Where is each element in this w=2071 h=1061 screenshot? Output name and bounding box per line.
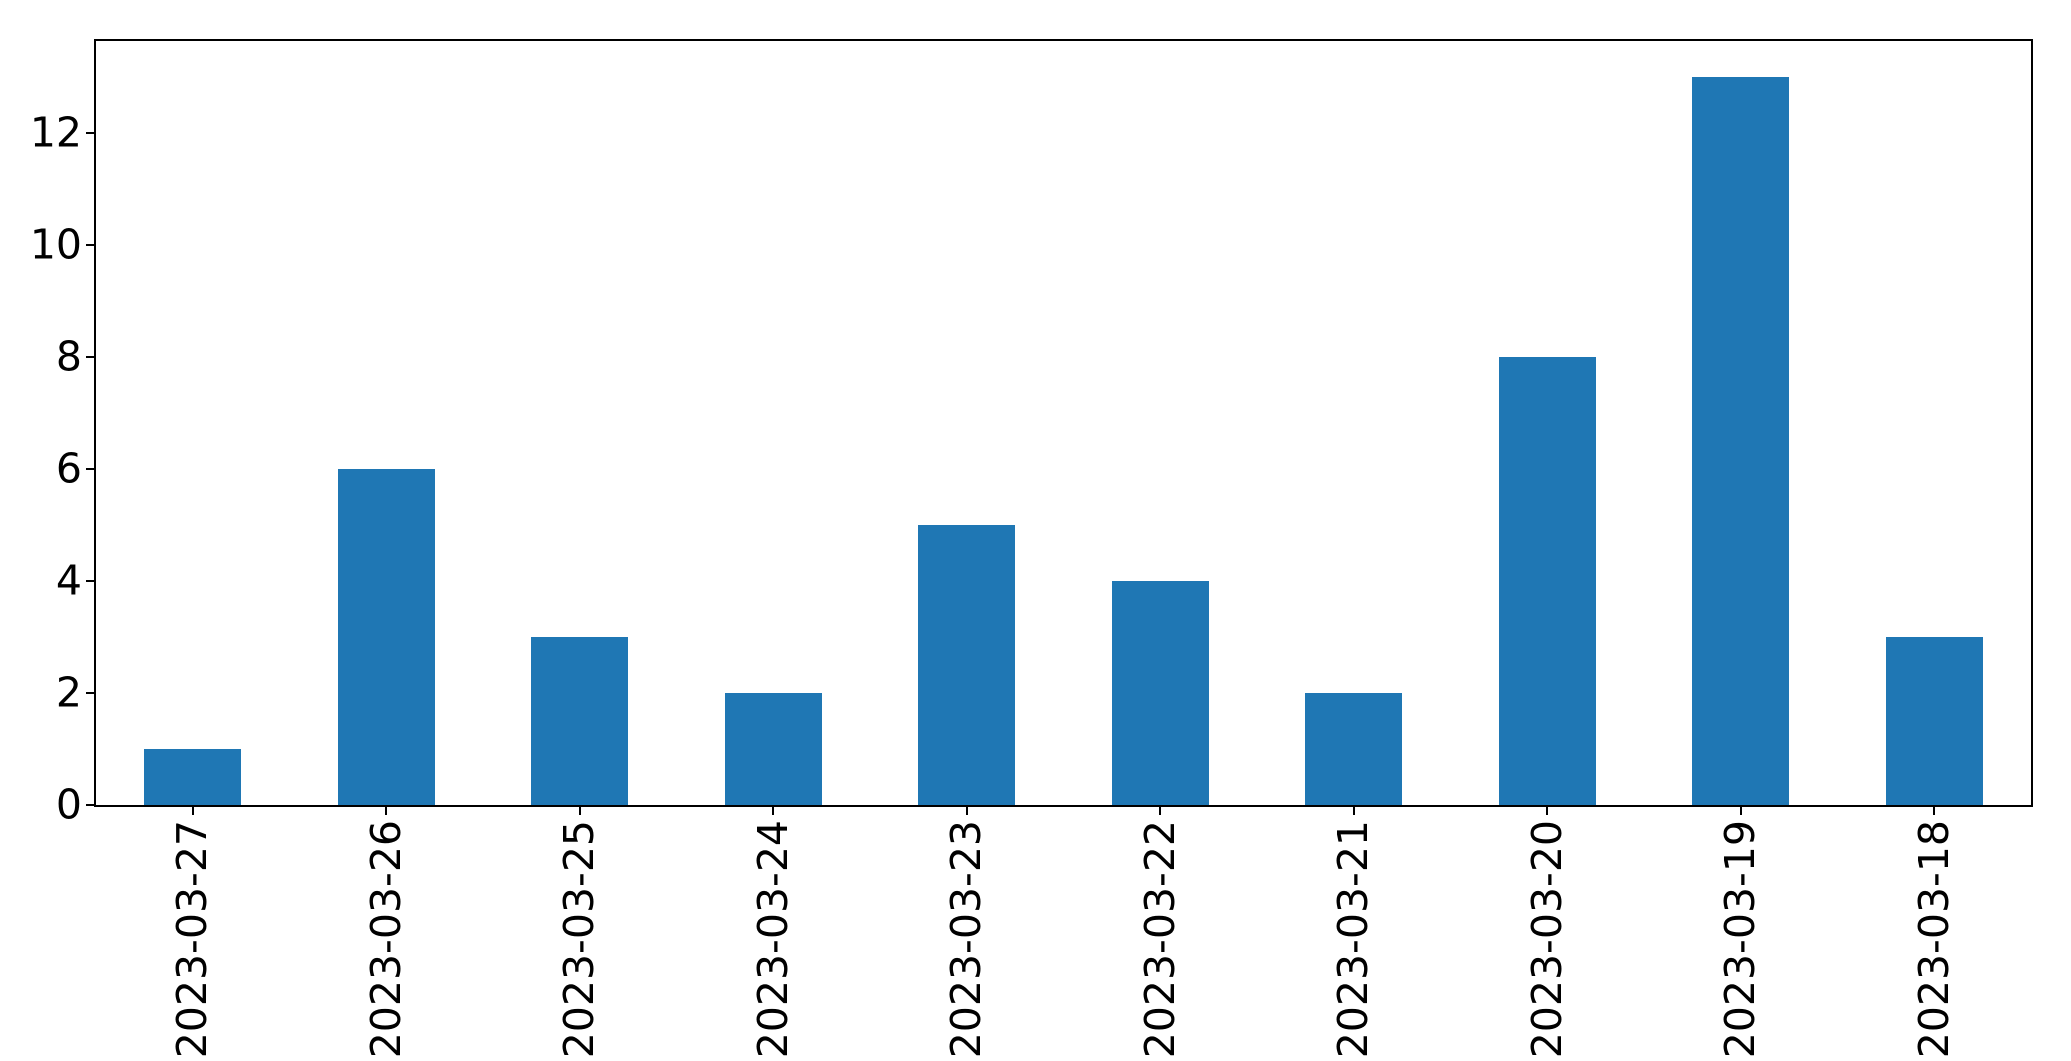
bar-2023-03-22	[1111, 581, 1209, 805]
x-tick-label: 2023-03-20	[1522, 820, 1571, 1059]
y-tick-label: 10	[29, 220, 82, 269]
y-tick-label: 2	[55, 668, 82, 717]
x-tick-label: 2023-03-19	[1716, 820, 1765, 1059]
x-tick-label: 2023-03-23	[942, 820, 991, 1059]
x-tick-mark	[1352, 807, 1355, 815]
y-tick-label: 12	[29, 108, 82, 157]
y-tick-mark	[86, 692, 94, 695]
y-tick-label: 6	[55, 444, 82, 493]
x-tick-label: 2023-03-24	[748, 820, 797, 1059]
y-tick-mark	[86, 356, 94, 359]
x-tick-label: 2023-03-27	[168, 820, 217, 1059]
plot-area	[94, 39, 2033, 807]
x-tick-label: 2023-03-21	[1329, 820, 1378, 1059]
y-tick-mark	[86, 468, 94, 471]
x-tick-mark	[965, 807, 968, 815]
bar-2023-03-21	[1305, 693, 1403, 805]
x-tick-mark	[1159, 807, 1162, 815]
x-tick-mark	[1933, 807, 1936, 815]
bar-2023-03-24	[724, 693, 822, 805]
y-tick-label: 4	[55, 556, 82, 605]
y-tick-mark	[86, 804, 94, 806]
y-tick-mark	[86, 244, 94, 247]
y-tick-label: 0	[55, 780, 82, 829]
x-tick-label: 2023-03-18	[1909, 820, 1958, 1059]
y-tick-mark	[86, 132, 94, 135]
x-tick-label: 2023-03-25	[555, 820, 604, 1059]
bar-2023-03-26	[337, 469, 435, 805]
x-tick-mark	[772, 807, 775, 815]
y-tick-mark	[86, 580, 94, 583]
x-tick-label: 2023-03-26	[361, 820, 410, 1059]
x-tick-mark	[385, 807, 388, 815]
y-tick-label: 8	[55, 332, 82, 381]
bar-2023-03-23	[918, 525, 1016, 805]
x-tick-label: 2023-03-22	[1135, 820, 1184, 1059]
x-tick-mark	[578, 807, 581, 815]
bar-2023-03-18	[1885, 637, 1983, 805]
x-tick-mark	[191, 807, 194, 815]
x-tick-mark	[1739, 807, 1742, 815]
bar-2023-03-25	[531, 637, 629, 805]
x-tick-mark	[1546, 807, 1549, 815]
bar-2023-03-20	[1498, 357, 1596, 805]
bar-2023-03-27	[144, 749, 242, 805]
bar-2023-03-19	[1692, 77, 1790, 805]
